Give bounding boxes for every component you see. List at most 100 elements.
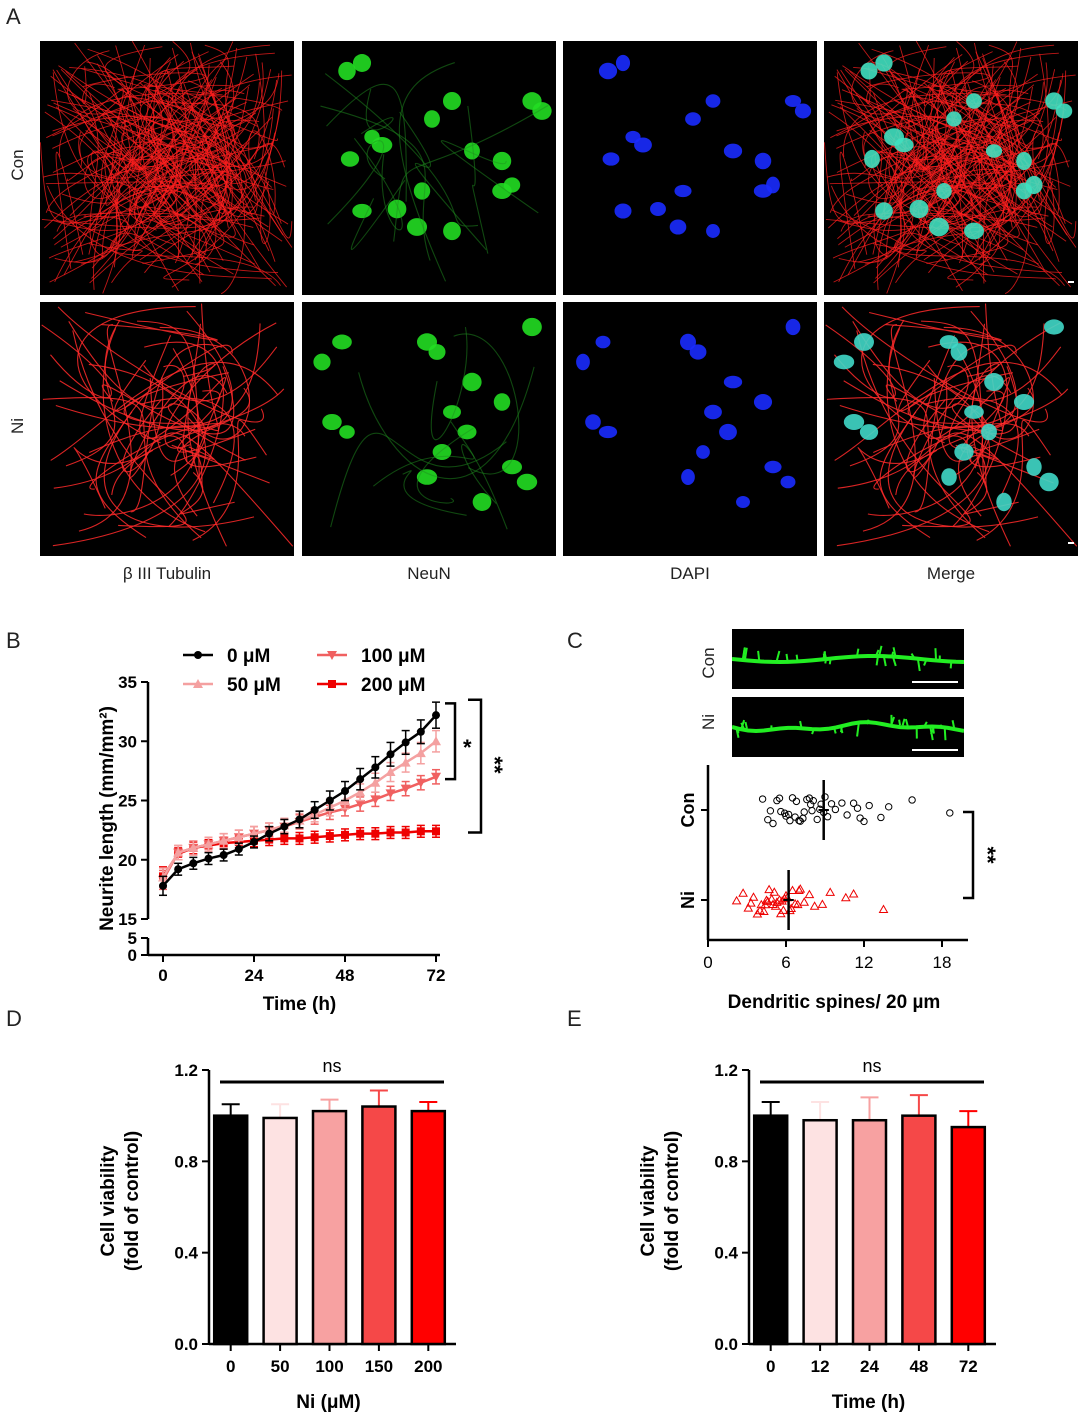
data-point: [769, 887, 780, 896]
data-point: [827, 800, 836, 808]
legend-label: 100 μM: [361, 646, 425, 667]
series-Ni: [731, 870, 889, 930]
panel-letter-a: A: [6, 4, 21, 29]
y-tick-label: 1.2: [714, 1061, 738, 1080]
data-point: [356, 829, 365, 838]
data-point: [848, 888, 859, 898]
data-point: [782, 812, 790, 820]
x-tick-label: 24: [860, 1357, 879, 1376]
panel-letter-d: D: [6, 1006, 22, 1031]
data-point: [748, 892, 759, 901]
data-point: [849, 799, 858, 807]
data-point: [431, 736, 441, 746]
x-axis-label: Ni (μM): [296, 1392, 360, 1413]
data-point: [865, 801, 873, 810]
image-con-dapi: [563, 41, 817, 295]
x-tick-label: 72: [427, 966, 446, 985]
legend-marker: [327, 651, 337, 660]
x-axis-label: Time (h): [832, 1392, 906, 1413]
scale-bar: [1068, 542, 1074, 544]
data-point: [817, 899, 828, 908]
panel-letter-e: E: [567, 1006, 582, 1031]
col-label-tubulin: β III Tubulin: [122, 564, 212, 583]
x-tick-label: 0: [226, 1357, 235, 1376]
data-point: [804, 889, 815, 899]
y-tick-label: 35: [118, 673, 137, 692]
data-point: [371, 829, 380, 838]
chart-c: 0 6 12 18 Dendritic spines/ 20 µm Con Ni **: [678, 765, 1000, 1013]
scale-bar: [912, 749, 958, 751]
data-point: [838, 799, 846, 807]
x-axis-label: Dendritic spines/ 20 µm: [728, 992, 941, 1013]
chart-d: 0.0 0.4 0.8 1.2 0 50 100 150 200 Ni (μM) Cell viab…: [98, 1056, 456, 1413]
data-point: [295, 834, 304, 843]
significance-star: *: [463, 735, 472, 760]
data-point: [173, 847, 184, 857]
data-point: [432, 711, 440, 720]
ns-label: ns: [322, 1056, 341, 1076]
data-point: [431, 772, 441, 782]
data-point: [792, 899, 803, 909]
legend-label: 200 μM: [361, 675, 425, 696]
x-tick-label: 6: [781, 953, 790, 972]
x-tick-label: 48: [909, 1357, 928, 1376]
data-point: [877, 813, 885, 822]
series-100-μM: [158, 768, 441, 891]
data-point: [415, 778, 426, 788]
data-point: [813, 815, 821, 824]
y-tick-label: 0.4: [174, 1244, 198, 1263]
data-point: [386, 828, 395, 837]
y-tick-label: 1.2: [174, 1061, 198, 1080]
row-label-ni: Ni: [8, 417, 27, 435]
x-tick-label: 150: [365, 1357, 393, 1376]
data-point: [809, 901, 820, 910]
image-con-tubulin: [40, 41, 294, 295]
x-tick-label: 0: [158, 966, 167, 985]
data-point: [788, 794, 797, 802]
data-point: [760, 899, 771, 909]
bar: [950, 1125, 987, 1346]
x-tick-label: 12: [811, 1357, 830, 1376]
series-200-μM: [159, 824, 440, 887]
data-point: [310, 805, 319, 814]
data-point: [325, 796, 334, 805]
dendrite-label-ni: Ni: [699, 713, 718, 731]
y-tick-label: Ni: [678, 891, 698, 909]
bar: [802, 1118, 838, 1346]
y-tick-label: 25: [118, 792, 137, 811]
data-point: [764, 884, 774, 894]
data-point: [401, 738, 410, 747]
data-point: [823, 813, 832, 821]
image-con-neun: [302, 41, 556, 295]
col-label-neun: NeuN: [407, 564, 451, 583]
y-tick-label: 0: [128, 946, 137, 965]
series-50-μM: [158, 729, 441, 888]
image-dendrite-con: [732, 629, 964, 689]
x-axis-label: Time (h): [263, 994, 337, 1015]
y-tick-label: 0.8: [714, 1152, 738, 1171]
data-point: [775, 908, 786, 918]
legend-label: 50 μM: [227, 675, 281, 696]
data-point: [310, 833, 319, 842]
y-tick-label: 20: [118, 851, 137, 870]
bracket-double-star: [468, 698, 483, 834]
data-point: [233, 832, 244, 842]
data-point: [786, 816, 794, 825]
x-tick-label: 24: [245, 966, 264, 985]
y-tick-label: 0.8: [174, 1152, 198, 1171]
x-tick-label: 0: [766, 1357, 775, 1376]
data-point: [432, 827, 440, 836]
ns-label: ns: [862, 1056, 881, 1076]
data-point: [159, 881, 167, 890]
data-point: [250, 837, 258, 846]
data-point: [755, 905, 765, 915]
data-point: [766, 807, 775, 815]
data-point: [805, 794, 814, 802]
image-ni-merge: [824, 302, 1078, 556]
data-point: [777, 807, 785, 816]
data-point: [341, 787, 349, 796]
data-point: [946, 809, 954, 817]
data-point: [853, 804, 862, 812]
data-point: [385, 767, 396, 777]
